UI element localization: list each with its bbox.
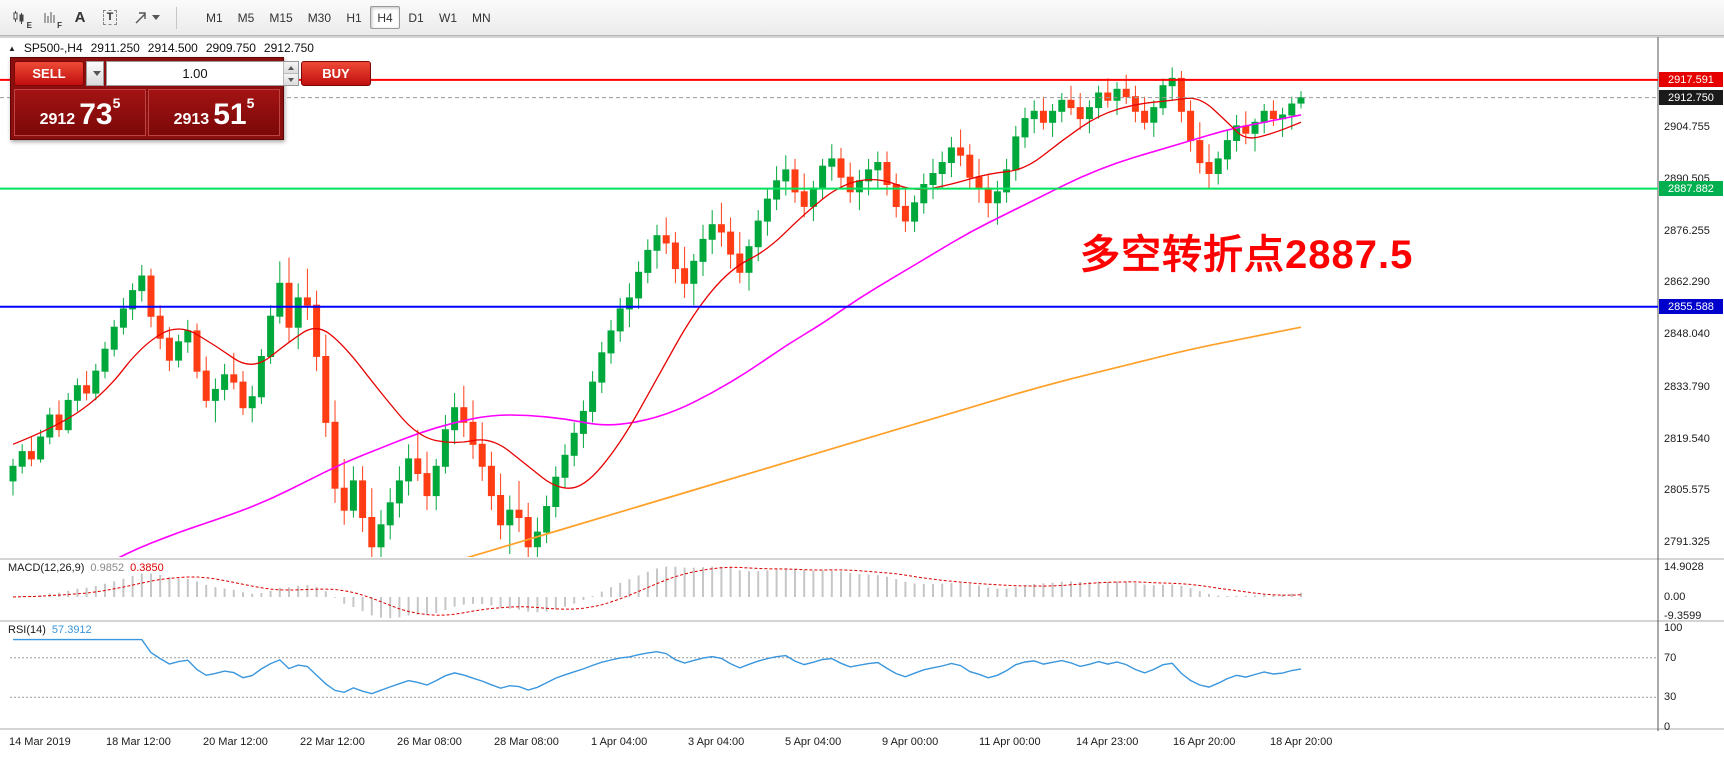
toolbar-separator	[176, 6, 177, 29]
ask-base: 2913	[173, 111, 210, 128]
x-axis-label: 18 Apr 20:00	[1270, 736, 1333, 748]
trade-controls-row: SELL BUY	[14, 61, 371, 86]
price-tag: 2912.750	[1659, 90, 1723, 106]
timeframe-m1[interactable]: M1	[206, 10, 223, 25]
ohlc-high: 2914.500	[147, 41, 198, 55]
volume-input[interactable]	[107, 62, 283, 85]
x-axis-label: 28 Mar 08:00	[494, 736, 559, 748]
ohlc-low: 2909.750	[205, 41, 256, 55]
x-axis-label: 26 Mar 08:00	[397, 736, 462, 748]
x-axis-label: 9 Apr 00:00	[882, 736, 939, 748]
timeframe-h1[interactable]: H1	[346, 10, 362, 25]
sell-button[interactable]: SELL	[14, 61, 84, 86]
text-box-icon[interactable]: T	[96, 5, 124, 31]
chart-symbol-period: SP500-,H4	[23, 41, 83, 55]
chevron-down-icon	[151, 15, 160, 20]
toolbar: E F A T M1 M5 M15 M30 H1 H4 D1 W1 MN	[0, 0, 1724, 36]
chart-expert-icon[interactable]: E	[6, 5, 34, 31]
timeframe-d1[interactable]: D1	[408, 10, 424, 25]
timeframe-group: M1 M5 M15 M30 H1 H4 D1 W1 MN	[199, 6, 499, 29]
y-axis-label: 2819.540	[1664, 432, 1710, 445]
x-axis-label: 20 Mar 12:00	[203, 736, 268, 748]
y-axis-label: 2904.755	[1664, 120, 1710, 133]
timeframe-mn[interactable]: MN	[472, 10, 491, 25]
x-axis-label: 16 Apr 20:00	[1173, 736, 1236, 748]
bid-base: 2912	[39, 111, 76, 128]
macd-scale-label: 0.00	[1664, 591, 1686, 603]
macd-scale-label: 14.9028	[1664, 561, 1704, 574]
volume-box	[106, 61, 299, 86]
x-axis-label: 18 Mar 12:00	[106, 736, 171, 748]
rsi-scale-label: 30	[1664, 691, 1677, 704]
arrow-glyph	[135, 11, 146, 23]
ohlc-open: 2911.250	[90, 41, 140, 55]
volume-stepper	[283, 62, 298, 85]
chart-header: ▲ SP500-,H4 2911.250 2914.500 2909.750 2…	[8, 41, 314, 55]
bid-pips: 73	[79, 98, 113, 132]
one-click-trade-panel: SELL BUY 2912 73 5 2913 51 5	[10, 57, 371, 140]
timeframe-m30[interactable]: M30	[307, 10, 332, 25]
y-axis-label: 2876.255	[1664, 225, 1710, 238]
chart-annotation: 多空转折点2887.5	[1080, 233, 1414, 277]
rsi-name: RSI(14)	[8, 624, 46, 636]
macd-signal-value: 0.3850	[130, 562, 164, 574]
x-axis-label: 22 Mar 12:00	[300, 736, 365, 748]
price-tag: 2917.591	[1659, 72, 1723, 88]
y-axis-label: 2862.290	[1664, 276, 1710, 289]
arrow-tools-icon[interactable]	[126, 5, 166, 31]
ask-quote[interactable]: 2913 51 5	[148, 89, 280, 136]
x-axis-label: 3 Apr 04:00	[688, 736, 745, 748]
text-label-letter: A	[74, 9, 86, 26]
rsi-scale-label: 0	[1664, 721, 1671, 733]
indicator-list-letter: F	[57, 20, 62, 30]
volume-decrease-button[interactable]	[284, 73, 298, 85]
price-tag: 2887.882	[1659, 181, 1723, 197]
rsi-scale-label: 70	[1664, 651, 1677, 664]
indicator-list-icon[interactable]: F	[36, 5, 64, 31]
bid-point: 5	[112, 95, 121, 111]
arrow-down-icon	[288, 77, 294, 82]
quote-row: 2912 73 5 2913 51 5	[14, 89, 280, 136]
volume-increase-button[interactable]	[284, 62, 298, 73]
candlestick-glyph	[13, 10, 24, 24]
x-axis-label: 14 Apr 23:00	[1076, 736, 1139, 748]
macd-main-value: 0.9852	[90, 562, 125, 574]
text-label-icon[interactable]: A	[66, 5, 94, 31]
text-box-letter: T	[102, 10, 118, 25]
macd-name: MACD(12,26,9)	[8, 562, 85, 574]
timeframe-w1[interactable]: W1	[439, 10, 458, 25]
order-options-dropdown[interactable]	[86, 61, 104, 86]
y-axis-label: 2805.575	[1664, 483, 1710, 496]
rsi-scale-label: 100	[1664, 622, 1683, 634]
chart-collapse-icon[interactable]: ▲	[8, 43, 16, 53]
bid-quote[interactable]: 2912 73 5	[14, 89, 146, 136]
timeframe-h4[interactable]: H4	[370, 6, 401, 29]
rsi-value: 57.3912	[51, 624, 92, 636]
x-axis-label: 5 Apr 04:00	[785, 736, 842, 748]
y-axis-label: 2833.790	[1664, 380, 1710, 393]
x-axis-label: 14 Mar 2019	[9, 736, 71, 748]
buy-button[interactable]: BUY	[301, 61, 371, 86]
y-axis-label: 2848.040	[1664, 328, 1710, 341]
macd-indicator-label: MACD(12,26,9) 0.9852 0.3850	[8, 562, 164, 574]
price-tag: 2855.588	[1659, 299, 1723, 315]
timeframe-m5[interactable]: M5	[237, 10, 255, 25]
arrow-up-icon	[288, 65, 294, 70]
chevron-down-icon	[92, 71, 101, 76]
timeframe-m15[interactable]: M15	[269, 10, 293, 25]
x-axis-label: 11 Apr 00:00	[979, 736, 1041, 748]
x-axis-label: 1 Apr 04:00	[591, 736, 648, 748]
y-axis-label: 2791.325	[1664, 535, 1710, 548]
bars-glyph	[44, 11, 55, 23]
ask-point: 5	[246, 95, 255, 111]
rsi-indicator-label: RSI(14) 57.3912	[8, 624, 92, 636]
macd-scale-label: -9.3599	[1664, 609, 1702, 622]
ask-pips: 51	[213, 98, 247, 132]
chart-expert-letter: E	[26, 20, 32, 30]
ohlc-close: 2912.750	[263, 41, 314, 55]
